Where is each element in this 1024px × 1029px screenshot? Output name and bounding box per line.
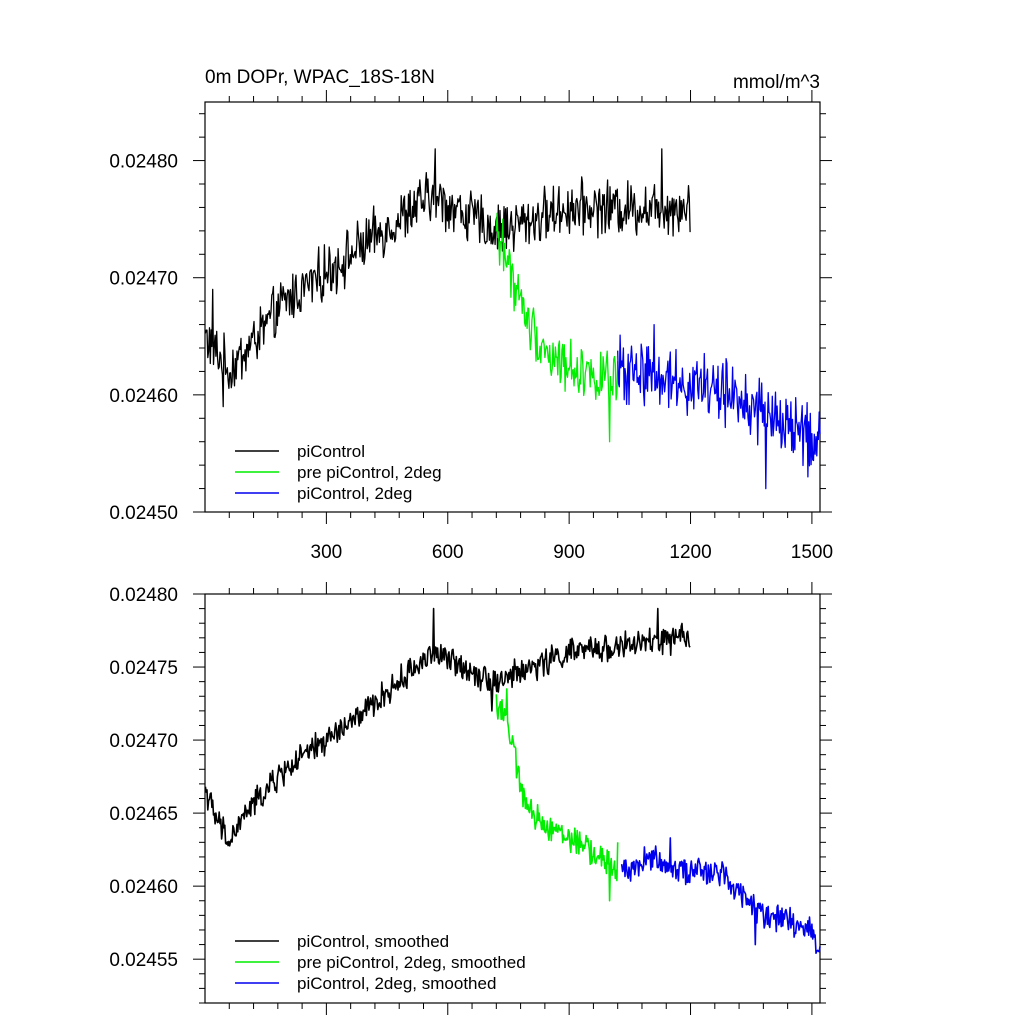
- chart-units-label: mmol/m^3: [733, 72, 820, 93]
- y-tick-label: 0.02450: [109, 503, 178, 524]
- legend-label: piControl, 2deg: [297, 484, 412, 503]
- legend-label: piControl, 2deg, smoothed: [297, 974, 496, 993]
- series-line-picontrol-smoothed: [204, 607, 691, 847]
- top-panel: 0m DOPr, WPAC_18S-18N mmol/m^3 300 600 900…: [109, 67, 833, 563]
- y-tick-label: 0.02465: [109, 804, 178, 825]
- x-tick-label: 300: [311, 542, 343, 563]
- y-tick-label: 0.02480: [109, 585, 178, 606]
- legend-label: pre piControl, 2deg, smoothed: [297, 953, 526, 972]
- x-tick-label: 1500: [791, 542, 833, 563]
- y-tick-label: 0.02470: [109, 269, 178, 290]
- legend-label: pre piControl, 2deg: [297, 463, 442, 482]
- y-tick-label: 0.02460: [109, 386, 178, 407]
- y-tick-label: 0.02455: [109, 950, 178, 971]
- bottom-panel: 0.02455 0.02460 0.02465 0.02470 0.02475 0.024…: [109, 582, 832, 1015]
- chart-title: 0m DOPr, WPAC_18S-18N: [205, 67, 435, 88]
- series-line-picontrol-2deg: [617, 323, 821, 490]
- x-tick-label: 900: [553, 542, 585, 563]
- y-tick-label: 0.02475: [109, 658, 178, 679]
- series-line-pre-picontrol-2deg: [495, 212, 619, 443]
- legend-label: piControl: [297, 442, 365, 461]
- y-tick-label: 0.02480: [109, 152, 178, 173]
- y-tick-label: 0.02470: [109, 731, 178, 752]
- series-line-pre-picontrol-2deg-smoothed: [495, 688, 619, 902]
- x-tick-label: 1200: [669, 542, 711, 563]
- y-tick-label: 0.02460: [109, 877, 178, 898]
- series-line-picontrol: [204, 148, 691, 408]
- legend-label: piControl, smoothed: [297, 932, 449, 951]
- x-tick-label: 600: [432, 542, 464, 563]
- plot-frame: [204, 101, 821, 513]
- series-line-picontrol-2deg-smoothed: [620, 837, 821, 955]
